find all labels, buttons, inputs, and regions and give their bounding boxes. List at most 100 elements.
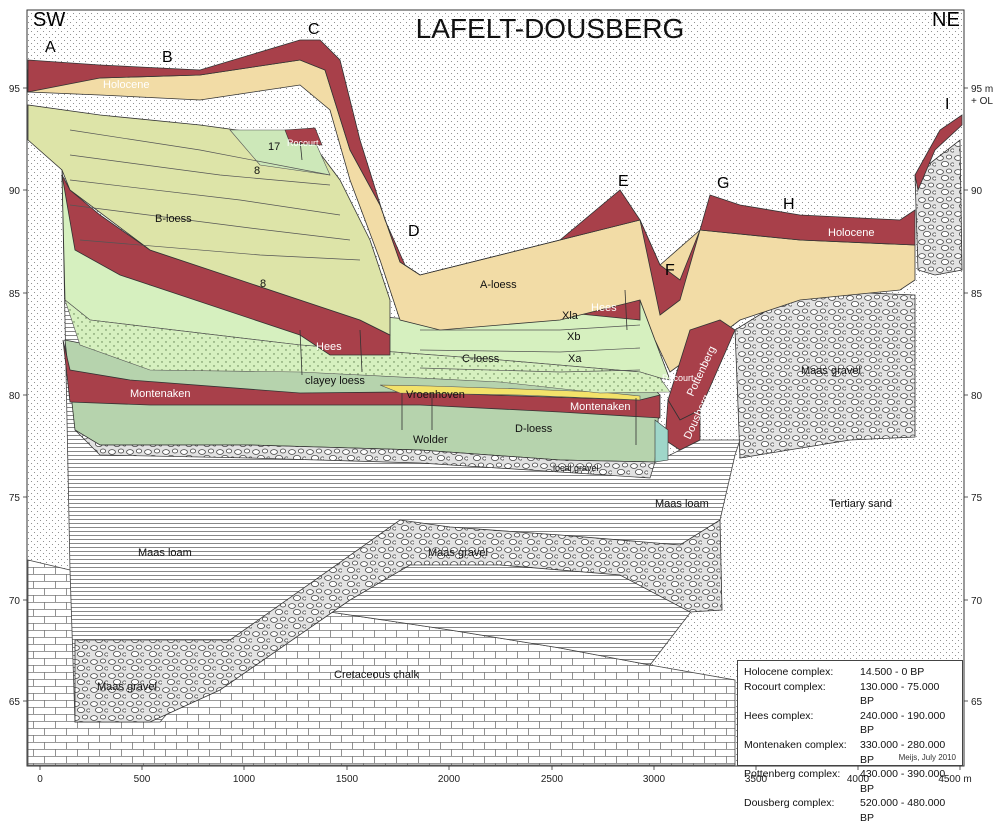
dousberg-inner [654, 419, 669, 463]
legend-name: Dousberg complex: [744, 797, 835, 810]
montenaken-paleosol [62, 339, 661, 419]
y-left-90: 90 [9, 186, 21, 197]
x-tick-4000: 4000 [847, 774, 870, 785]
legend-name: Rocourt complex: [744, 680, 826, 693]
label-b-loess: B-loess [155, 213, 192, 225]
holocene-ne [914, 114, 963, 192]
vroenhoven-layer [379, 384, 641, 401]
label-hees-right: Hees [591, 302, 617, 314]
label-hees-left: Hees [316, 341, 342, 353]
legend-range: 430.000 - 390.000 BP [860, 768, 946, 795]
label-maas-gravel-mid: Maas gravel [428, 547, 488, 559]
y-right-ol: + OL [971, 96, 993, 107]
y-right-95m: 95 m [971, 84, 993, 95]
maas-gravel-lower [74, 519, 723, 723]
x-tick-1500: 1500 [336, 774, 359, 785]
label-rocourt-right: Rocourt [662, 373, 694, 383]
legend-row: Pottenberg complex: 430.000 - 390.000 BP [744, 767, 956, 796]
label-maas-loam-right: Maas loam [655, 498, 709, 510]
station-a: A [45, 39, 56, 56]
label-tertiary-sand: Tertiary sand [829, 498, 892, 510]
station-b: B [162, 49, 173, 66]
c-loess-laminae [419, 324, 641, 373]
label-holocene-left: Holocene [103, 79, 149, 91]
y-left-70: 70 [9, 596, 21, 607]
label-xb: Xb [567, 331, 580, 343]
y-left-75: 75 [9, 493, 21, 504]
cross-section-svg: LAFELT-DOUSBERG SW NE A B C D E F G H I … [9, 9, 994, 785]
label-c-loess: C-loess [462, 353, 500, 365]
y-right-85: 85 [971, 289, 983, 300]
y-right-80: 80 [971, 391, 983, 402]
legend-name: Pottenberg complex: [744, 768, 841, 781]
holocene-crust [27, 39, 916, 316]
legend-name: Holocene complex: [744, 666, 834, 678]
label-17: 17 [268, 141, 280, 153]
y-left-65: 65 [9, 697, 21, 708]
frost-wedges [299, 139, 637, 445]
x-tick-3500: 3500 [745, 774, 768, 785]
y-right-75: 75 [971, 493, 983, 504]
label-rocourt-left: Rocourt [287, 138, 319, 148]
legend-range: 240.000 - 190.000 BP [860, 709, 946, 737]
rocourt-paleosol-left [284, 127, 323, 146]
x-tick-3000: 3000 [643, 774, 666, 785]
label-cretaceous-chalk: Cretaceous chalk [334, 669, 419, 681]
station-f: F [665, 262, 675, 279]
local-gravel [74, 429, 656, 479]
legend-row: Hees complex: 240.000 - 190.000 BP [744, 709, 956, 738]
label-xa: Xa [568, 353, 582, 365]
clayey-loess [64, 299, 671, 394]
y-right-65: 65 [971, 697, 983, 708]
credit-text: Meijs, July 2010 [898, 753, 956, 762]
label-montenaken-right: Montenaken [570, 401, 631, 413]
axis-ticks [23, 87, 968, 770]
label-montenaken-left: Montenaken [130, 388, 191, 400]
y-right-70: 70 [971, 596, 983, 607]
maas-gravel-far-right [914, 139, 963, 276]
legend-name: Montenaken complex: [744, 738, 847, 751]
legend-range: 520.000 - 480.000 BP [860, 797, 946, 824]
label-maas-gravel-lower: Maas gravel [97, 681, 157, 693]
x-tick-500: 500 [134, 774, 151, 785]
diagram-title: LAFELT-DOUSBERG [416, 13, 685, 44]
x-tick-0: 0 [37, 774, 43, 785]
label-maas-loam-left: Maas loam [138, 547, 192, 559]
legend-range: 330.000 - 280.000 BP [860, 738, 946, 766]
station-d: D [408, 223, 420, 240]
label-clayey-loess: clayey loess [305, 375, 365, 387]
label-holocene-right: Holocene [828, 227, 874, 239]
station-e: E [618, 173, 629, 190]
legend-row: Rocourt complex: 130.000 - 75.000 BP [744, 680, 956, 709]
direction-sw: SW [33, 9, 65, 31]
x-tick-2500: 2500 [541, 774, 564, 785]
label-8-upper: 8 [254, 165, 260, 177]
label-a-loess: A-loess [480, 279, 517, 291]
station-h: H [783, 196, 795, 213]
legend-range: 130.000 - 75.000 BP [860, 680, 940, 708]
x-tick-1000: 1000 [233, 774, 256, 785]
x-tick-2000: 2000 [438, 774, 461, 785]
station-i: I [945, 96, 949, 113]
y-right-90: 90 [971, 186, 983, 197]
station-c: C [308, 21, 320, 38]
legend-range: 14.500 - 0 BP [860, 666, 925, 678]
label-wolder: Wolder [413, 434, 448, 446]
label-xla: Xla [562, 310, 579, 322]
x-tick-4500: 4500 m [938, 774, 971, 785]
y-left-95: 95 [9, 84, 21, 95]
y-left-85: 85 [9, 289, 21, 300]
label-vroenhoven: Vroenhoven [406, 389, 465, 401]
station-g: G [717, 175, 729, 192]
legend-row: Dousberg complex: 520.000 - 480.000 BP [744, 796, 956, 825]
label-d-loess: D-loess [515, 423, 553, 435]
legend-row: Holocene complex: 14.500 - 0 BP [744, 665, 956, 680]
b-loess-laminae [69, 129, 361, 261]
y-left-80: 80 [9, 391, 21, 402]
complex-legend: Holocene complex: 14.500 - 0 BP Rocourt c… [737, 660, 963, 824]
direction-ne: NE [932, 9, 960, 31]
cross-section-figure: LAFELT-DOUSBERG SW NE A B C D E F G H I … [9, 9, 994, 824]
legend-name: Hees complex: [744, 709, 814, 722]
legend-row: Montenaken complex: 330.000 - 280.000 BP [744, 738, 956, 767]
label-8-lower: 8 [260, 278, 266, 290]
